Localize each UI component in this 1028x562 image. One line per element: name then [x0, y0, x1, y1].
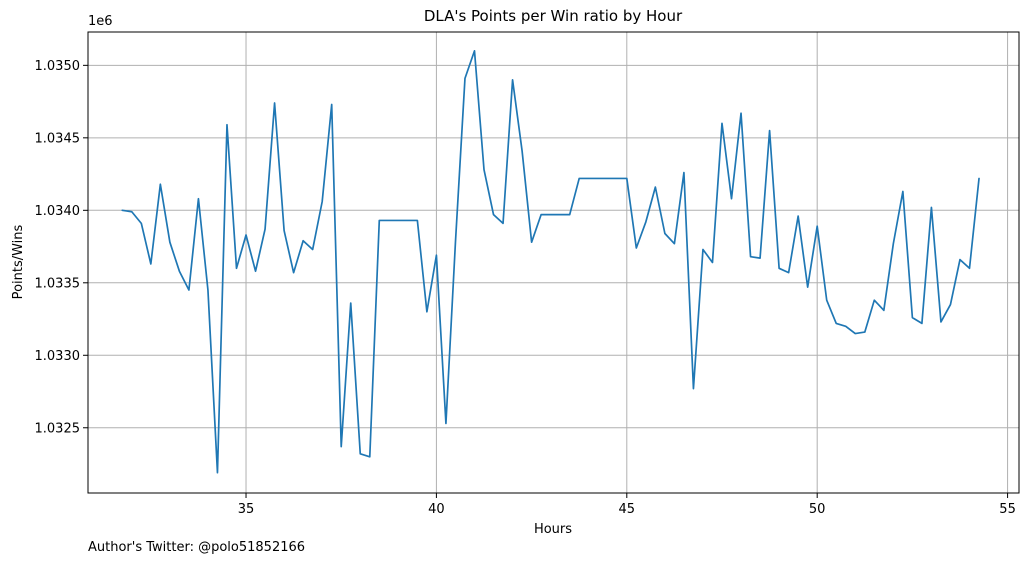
x-tick-label: 45 — [619, 502, 636, 517]
x-tick-label: 35 — [238, 502, 255, 517]
x-tick-label: 55 — [999, 502, 1016, 517]
x-tick-label: 50 — [809, 502, 826, 517]
y-tick-label: 1.0350 — [35, 59, 81, 74]
y-axis-label: Points/Wins — [11, 224, 26, 299]
y-tick-label: 1.0340 — [35, 204, 81, 219]
series-line — [121, 50, 980, 474]
author-credit: Author's Twitter: @polo51852166 — [88, 540, 305, 555]
x-axis-label: Hours — [534, 522, 572, 537]
x-tick-label: 40 — [428, 502, 445, 517]
y-axis: 1.0325 1.0330 1.0335 1.0340 1.0345 1.0350 — [35, 59, 88, 436]
x-axis: 35 40 45 50 55 — [238, 493, 1016, 517]
y-tick-label: 1.0330 — [35, 349, 81, 364]
y-axis-offset-label: 1e6 — [88, 14, 113, 29]
series-layer — [121, 50, 980, 474]
plot-area-frame — [87, 31, 1020, 494]
grid — [88, 32, 1019, 493]
y-tick-label: 1.0335 — [35, 276, 81, 291]
chart-title: DLA's Points per Win ratio by Hour — [424, 7, 683, 25]
y-tick-label: 1.0345 — [35, 131, 81, 146]
y-tick-label: 1.0325 — [35, 421, 81, 436]
